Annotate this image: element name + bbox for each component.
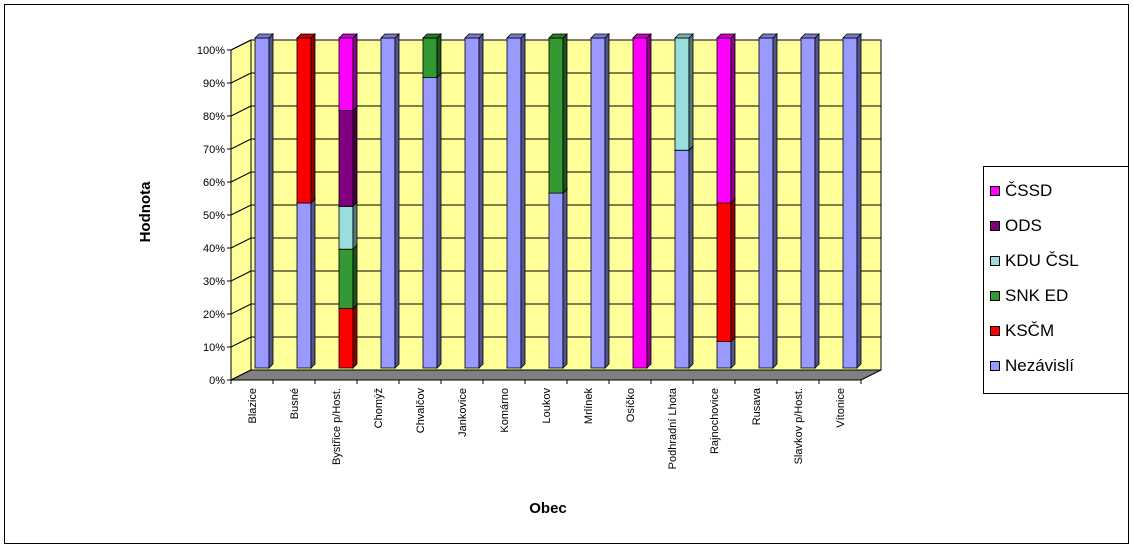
bar-segment (338, 201, 358, 251)
y-tick-label: 30% (203, 276, 225, 288)
legend-label: Nezávislí (1005, 356, 1074, 375)
legend-label: KDU ČSL (1005, 251, 1079, 270)
bar-segment (380, 33, 400, 369)
x-tick-label: Chvalčov (415, 388, 427, 434)
legend-label: ČSSD (1005, 181, 1053, 200)
bar-segment (338, 244, 358, 310)
legend-swatch (990, 186, 1000, 196)
bar-segment (338, 105, 358, 208)
legend-swatch (990, 326, 1000, 336)
x-tick-label: Vítonice (835, 388, 847, 428)
bar-segment (716, 198, 736, 343)
bar-segment (842, 33, 862, 369)
legend-item: KDU ČSL (990, 247, 1079, 275)
legend-label: SNK ED (1005, 286, 1069, 305)
x-tick-label: Podhradní Lhota (667, 387, 679, 469)
x-tick-label: Rajnochovice (709, 388, 721, 454)
bar-segment (296, 33, 316, 204)
y-axis-ticks: 0% 10% 20% 30% 40% 50% 60% 70% 80% 90% 100% (197, 45, 232, 387)
y-tick-label: 40% (203, 243, 225, 255)
gridline-side (230, 72, 252, 84)
x-tick-label: Jankovice (457, 388, 469, 437)
gridline-side (230, 303, 252, 315)
gridline-side (230, 237, 252, 249)
legend: ČSSD ODS KDU ČSL SNK ED KSČM Nezávislí (983, 166, 1129, 394)
bar-segment (338, 303, 358, 369)
legend-swatch (990, 291, 1000, 301)
legend-swatch (990, 256, 1000, 266)
bar-segment (716, 33, 736, 204)
legend-swatch (990, 361, 1000, 371)
legend-label: KSČM (1005, 321, 1055, 340)
legend-item: KSČM (990, 317, 1054, 345)
y-tick-label: 20% (203, 309, 225, 321)
x-tick-label: Blazice (247, 388, 259, 423)
bar-segment (548, 33, 568, 195)
y-tick-label: 10% (203, 342, 225, 354)
x-tick-label: Rusava (751, 387, 763, 425)
gridline-side (230, 39, 252, 51)
y-tick-label: 0% (209, 375, 225, 387)
x-axis-ticks: Blazice Busné Bystřice p/Host. Chomýž Chvalč… (230, 380, 862, 469)
bar-segment (422, 72, 442, 369)
bar-segment (674, 33, 694, 152)
bar-segment (506, 33, 526, 369)
gridline-side (230, 138, 252, 150)
gridline-side (230, 204, 252, 216)
legend-label: ODS (1005, 216, 1042, 235)
legend-item: ODS (990, 212, 1042, 240)
bar-segment (674, 145, 694, 369)
gridline-side (230, 336, 252, 348)
bar-segment (632, 33, 652, 369)
legend-item: SNK ED (990, 282, 1068, 310)
x-tick-label: Busné (289, 388, 301, 419)
y-tick-label: 50% (203, 210, 225, 222)
gridline-side (230, 105, 252, 117)
floor (230, 369, 882, 381)
legend-swatch (990, 221, 1000, 231)
bar-segment (758, 33, 778, 369)
gridline-side (230, 270, 252, 282)
bar-segment (716, 336, 736, 369)
bar-segment (548, 188, 568, 369)
x-tick-label: Chomýž (373, 388, 385, 428)
y-tick-label: 90% (203, 78, 225, 90)
x-tick-label: Mrlínek (583, 388, 595, 425)
y-tick-label: 70% (203, 144, 225, 156)
y-tick-label: 100% (197, 45, 225, 57)
bar-segment (254, 33, 274, 369)
bar-segment (422, 33, 442, 79)
y-tick-label: 60% (203, 177, 225, 189)
x-tick-label: Osíčko (625, 388, 637, 422)
x-tick-label: Loukov (541, 388, 553, 424)
gridline-side (230, 171, 252, 183)
bar-segment (464, 33, 484, 369)
bar-segment (296, 198, 316, 369)
y-axis-title: Hodnota (137, 181, 154, 242)
x-tick-label: Slavkov p/Host. (793, 388, 805, 464)
bars (254, 33, 862, 369)
x-axis-title: Obec (529, 500, 567, 517)
x-tick-label: Komárno (499, 388, 511, 433)
y-tick-label: 80% (203, 111, 225, 123)
x-tick-label: Bystřice p/Host. (331, 388, 343, 465)
bar-segment (590, 33, 610, 369)
bar-segment (800, 33, 820, 369)
legend-item: ČSSD (990, 177, 1052, 205)
bar-segment (338, 33, 358, 112)
legend-item: Nezávislí (990, 352, 1074, 380)
